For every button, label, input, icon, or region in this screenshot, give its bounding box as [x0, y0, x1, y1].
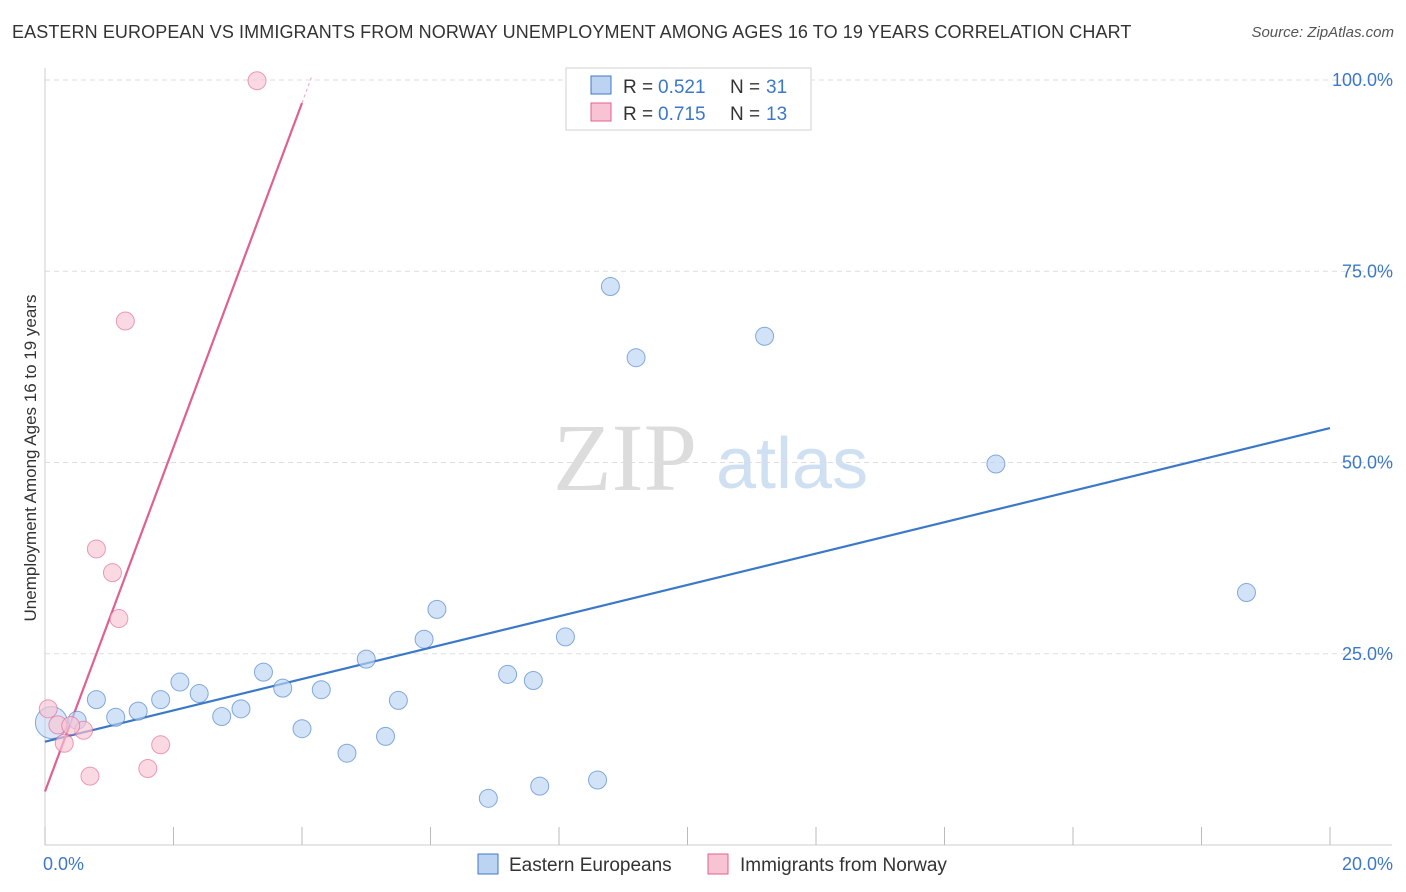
legend-n-label-2: N =	[730, 104, 760, 125]
correlation-legend: R = 0.521 N = 31 R = 0.715 N = 13	[565, 67, 812, 131]
series-swatch-immigrants-from-norway	[707, 853, 729, 875]
series-label-eastern-europeans: Eastern Europeans	[509, 855, 672, 876]
y-axis-label: Unemployment Among Ages 16 to 19 years	[21, 295, 40, 622]
point-eastern-europeans-17	[388, 690, 408, 710]
trendline-immigrants-from-norway	[43, 102, 304, 792]
point-eastern-europeans-25	[588, 770, 608, 790]
trendline-extension-immigrants-from-norway	[301, 76, 313, 104]
point-eastern-europeans-27	[626, 348, 646, 368]
point-immigrants-from-norway-10	[151, 735, 171, 755]
point-eastern-europeans-10	[253, 662, 273, 682]
point-immigrants-from-norway-0	[38, 699, 58, 719]
legend-r-label-2: R =	[623, 104, 653, 125]
trendline-eastern-europeans	[44, 427, 1331, 743]
point-immigrants-from-norway-12	[61, 716, 81, 736]
point-eastern-europeans-3	[106, 707, 126, 727]
point-eastern-europeans-15	[356, 649, 376, 669]
point-eastern-europeans-18	[414, 629, 434, 649]
point-eastern-europeans-19	[427, 599, 447, 619]
legend-n-value-2: 13	[766, 104, 787, 125]
point-eastern-europeans-28	[755, 326, 775, 346]
legend-swatch-blue	[590, 75, 612, 95]
point-immigrants-from-norway-5	[86, 539, 106, 559]
point-eastern-europeans-14	[337, 743, 357, 763]
legend-n-value-1: 31	[766, 77, 787, 98]
point-eastern-europeans-13	[311, 680, 331, 700]
point-eastern-europeans-26	[600, 277, 620, 297]
point-immigrants-from-norway-7	[109, 609, 129, 629]
y-tick-label-25: 25.0%	[1342, 644, 1393, 664]
x-tick-label-min: 0.0%	[43, 854, 84, 874]
legend-n-label-1: N =	[730, 77, 760, 98]
point-immigrants-from-norway-8	[115, 311, 135, 331]
point-eastern-europeans-21	[498, 664, 518, 684]
point-eastern-europeans-7	[189, 684, 209, 704]
legend-swatch-pink	[590, 102, 612, 122]
point-eastern-europeans-24	[555, 627, 575, 647]
point-immigrants-from-norway-2	[54, 733, 74, 753]
point-eastern-europeans-9	[231, 699, 251, 719]
series-swatch-eastern-europeans	[477, 853, 499, 875]
series-legend: Eastern Europeans Immigrants from Norway	[477, 853, 947, 876]
point-eastern-europeans-6	[170, 672, 190, 692]
x-tick-label-max: 20.0%	[1342, 854, 1393, 874]
point-eastern-europeans-5	[151, 690, 171, 710]
y-tick-label-75: 75.0%	[1342, 261, 1393, 281]
point-eastern-europeans-23	[530, 776, 550, 796]
series-label-immigrants-from-norway: Immigrants from Norway	[740, 855, 947, 876]
source-credit: Source: ZipAtlas.com	[1251, 24, 1394, 41]
point-eastern-europeans-12	[292, 719, 312, 739]
point-eastern-europeans-11	[273, 678, 293, 698]
watermark-zip: ZIP	[553, 404, 697, 511]
point-eastern-europeans-16	[376, 726, 396, 746]
point-immigrants-from-norway-4	[80, 766, 100, 786]
chart-title: EASTERN EUROPEAN VS IMMIGRANTS FROM NORW…	[12, 22, 1132, 42]
point-immigrants-from-norway-9	[138, 759, 158, 778]
point-eastern-europeans-8	[212, 706, 232, 726]
point-eastern-europeans-30	[1236, 583, 1256, 603]
point-eastern-europeans-4	[128, 701, 148, 721]
point-eastern-europeans-2	[86, 690, 106, 710]
legend-r-value-1: 0.521	[658, 77, 706, 98]
point-eastern-europeans-20	[478, 788, 498, 808]
legend-r-label-1: R =	[623, 77, 653, 98]
point-eastern-europeans-29	[986, 454, 1006, 474]
y-tick-label-50: 50.0%	[1342, 453, 1393, 473]
legend-r-value-2: 0.715	[658, 104, 706, 125]
watermark-atlas: atlas	[716, 424, 868, 504]
point-immigrants-from-norway-6	[102, 563, 122, 583]
y-tick-label-100: 100.0%	[1332, 70, 1393, 90]
point-immigrants-from-norway-11	[247, 71, 267, 91]
point-eastern-europeans-22	[523, 671, 543, 691]
